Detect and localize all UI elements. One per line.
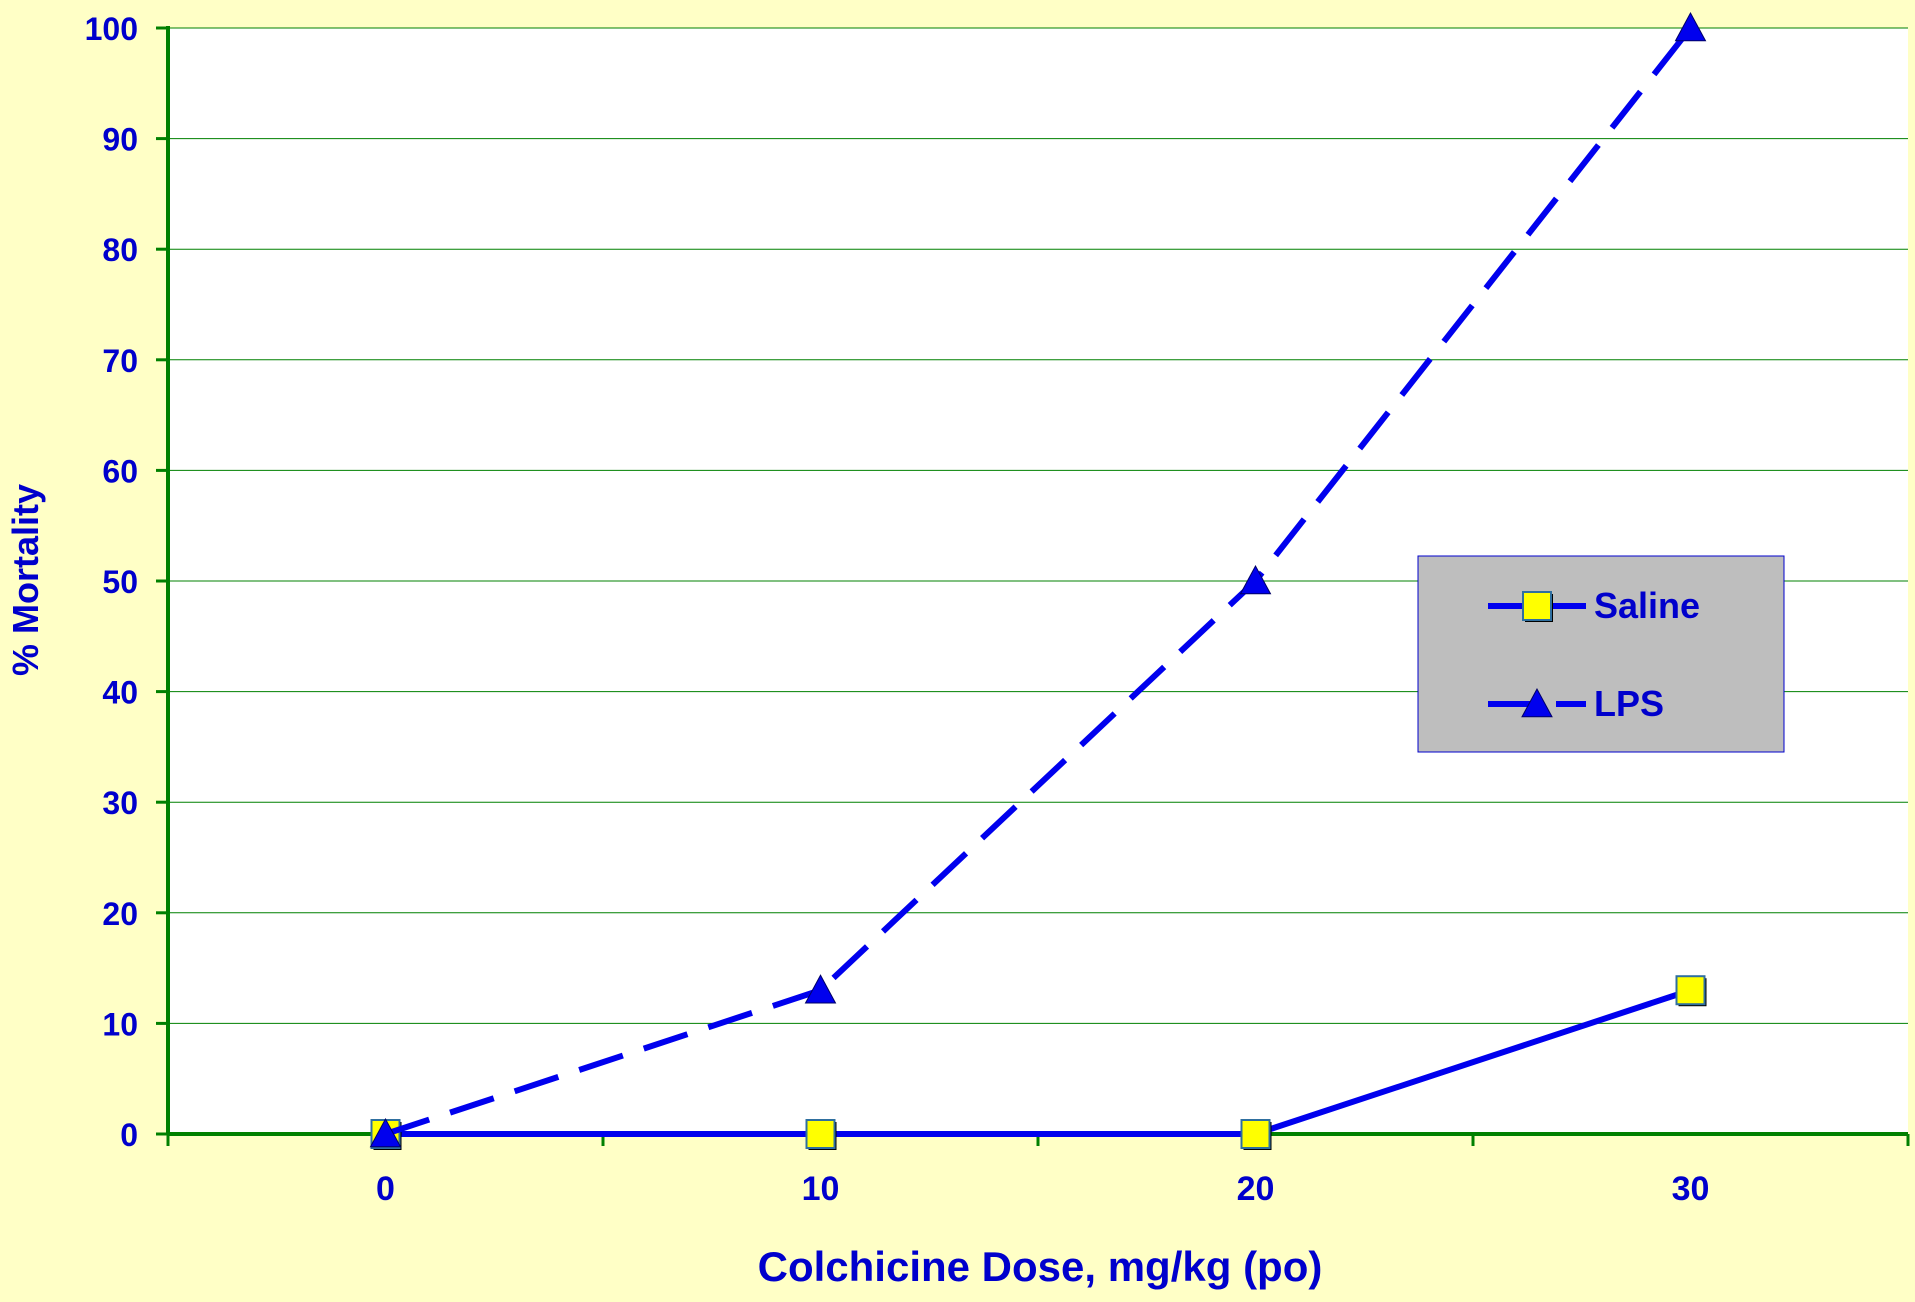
y-tick-label-10: 10 xyxy=(102,1006,138,1042)
series-saline xyxy=(370,975,1707,1150)
legend-item-lps: LPS xyxy=(1488,683,1664,724)
y-tick-label-40: 40 xyxy=(102,675,138,711)
legend: Saline LPS xyxy=(1417,555,1785,753)
series-line-saline xyxy=(385,987,1692,1137)
series-lps xyxy=(369,11,1707,1148)
x-axis-title: Colchicine Dose, mg/kg (po) xyxy=(758,1243,1323,1290)
y-tick-label-50: 50 xyxy=(102,564,138,600)
legend-marker-saline xyxy=(1522,591,1553,622)
legend-marker-saline-fill xyxy=(1522,591,1552,621)
x-tick-label-30: 30 xyxy=(1672,1170,1710,1208)
data-point-lps-20 xyxy=(1239,564,1272,595)
legend-box xyxy=(1417,555,1785,753)
data-point-saline-20 xyxy=(1240,1119,1272,1150)
data-point-lps-30 xyxy=(1674,11,1707,42)
legend-label-lps: LPS xyxy=(1594,683,1664,724)
data-point-saline-10 xyxy=(805,1119,837,1150)
legend-marker-lps xyxy=(1521,687,1553,718)
legend-label-saline: Saline xyxy=(1594,585,1700,626)
y-tick-label-90: 90 xyxy=(102,122,138,158)
data-point-lps-10 xyxy=(804,974,837,1004)
series xyxy=(369,11,1707,1150)
y-tick-label-60: 60 xyxy=(102,453,138,489)
y-tick-label-70: 70 xyxy=(102,343,138,379)
x-tick-label-10: 10 xyxy=(802,1170,840,1208)
series-line-lps xyxy=(384,26,1693,1137)
y-tick-label-0: 0 xyxy=(120,1117,138,1153)
x-tick-label-20: 20 xyxy=(1237,1170,1275,1208)
y-tick-label-20: 20 xyxy=(102,896,138,932)
data-point-saline-20-fill xyxy=(1240,1119,1271,1149)
data-point-saline-10-fill xyxy=(805,1119,836,1149)
y-axis-title: % Mortality xyxy=(5,484,46,676)
data-point-saline-30-fill xyxy=(1675,975,1706,1006)
y-tick-label-100: 100 xyxy=(85,11,138,47)
data-point-saline-30 xyxy=(1675,975,1707,1007)
legend-item-saline: Saline xyxy=(1488,585,1700,626)
y-tick-label-30: 30 xyxy=(102,785,138,821)
y-tick-label-80: 80 xyxy=(102,232,138,268)
x-tick-label-0: 0 xyxy=(376,1170,395,1208)
gridlines xyxy=(168,27,1908,1024)
data-point-lps-0 xyxy=(369,1117,402,1148)
tick-labels: 0 10 20 30 40 50 60 70 80 90 100 0 10 20 30 xyxy=(85,11,1710,1208)
